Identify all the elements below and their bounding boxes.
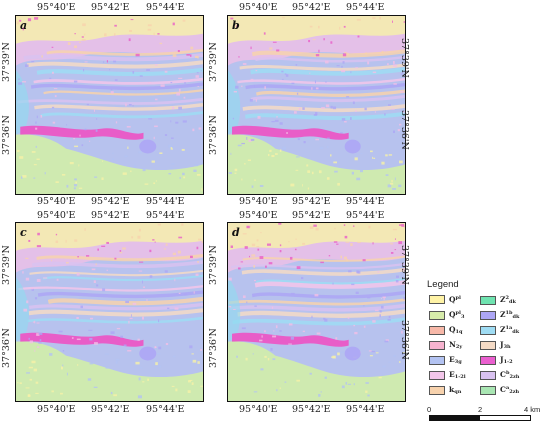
map-image: d xyxy=(227,222,406,402)
legend-label: Q1q xyxy=(449,325,463,335)
legend-label: E3g xyxy=(449,355,462,365)
lon-tick: 95°42'E xyxy=(91,196,130,207)
legend-label: Qpl3 xyxy=(449,310,465,320)
lat-tick: 37°39'N xyxy=(208,245,219,285)
geologic-map-graphic xyxy=(228,16,405,194)
lat-tick: 37°36'N xyxy=(1,328,12,368)
legend-item: J3h xyxy=(480,340,511,350)
legend-swatch xyxy=(480,295,496,305)
geologic-map-graphic xyxy=(228,223,405,401)
legend-item: Q1q xyxy=(429,325,463,335)
legend-swatch xyxy=(429,370,445,380)
lon-tick: 95°42'E xyxy=(91,2,130,13)
legend-label: Z1bdk xyxy=(500,310,520,320)
scale-bar-segment-light xyxy=(479,415,531,421)
lon-tick: 95°44'E xyxy=(146,2,185,13)
geologic-map-graphic xyxy=(16,223,203,401)
lat-tick: 37°39'N xyxy=(208,42,219,82)
scale-label-0: 0 xyxy=(427,405,432,414)
lat-tick: 37°39'N xyxy=(1,42,12,82)
lat-tick: 37°36'N xyxy=(399,110,410,150)
lat-tick: 37°39'N xyxy=(1,245,12,285)
lat-tick: 37°36'N xyxy=(399,320,410,360)
legend-label: Cb2zh xyxy=(500,370,520,380)
lon-tick: 95°40'E xyxy=(37,210,76,221)
legend-swatch xyxy=(480,385,496,395)
legend-item: E1-2l xyxy=(429,370,466,380)
lon-tick: 95°44'E xyxy=(346,2,385,13)
legend-swatch xyxy=(480,310,496,320)
legend-label: Ca2zh xyxy=(500,385,520,395)
legend-item: Qpl xyxy=(429,295,461,304)
legend-label: J1-2 xyxy=(500,355,513,365)
lat-tick: 37°39'N xyxy=(399,245,410,285)
scale-label-2: 2 xyxy=(478,405,483,414)
legend-label: N2y xyxy=(449,340,463,350)
legend-label: Z1adk xyxy=(500,325,520,335)
legend-label: Z2dk xyxy=(500,295,516,305)
lon-tick: 95°40'E xyxy=(239,2,278,13)
lat-tick: 37°36'N xyxy=(1,115,12,155)
lon-tick: 95°42'E xyxy=(292,2,331,13)
legend-swatch xyxy=(480,325,496,335)
panel-label: d xyxy=(232,226,240,239)
lat-tick: 37°36'N xyxy=(208,328,219,368)
lon-tick: 95°42'E xyxy=(91,210,130,221)
lon-tick: 95°40'E xyxy=(239,404,278,415)
legend-swatch xyxy=(480,370,496,380)
lat-tick: 37°39'N xyxy=(399,38,410,78)
panel-label: c xyxy=(20,226,27,239)
lon-tick: 95°42'E xyxy=(292,196,331,207)
map-image: c xyxy=(15,222,204,402)
legend-item: Cb2zh xyxy=(480,370,519,380)
lon-tick: 95°40'E xyxy=(37,2,76,13)
legend-item: Z1adk xyxy=(480,325,519,335)
lon-tick: 95°40'E xyxy=(37,196,76,207)
lon-tick: 95°42'E xyxy=(292,404,331,415)
legend-item: N2y xyxy=(429,340,462,350)
legend-label: kqn xyxy=(449,385,462,395)
legend-item: Qpl3 xyxy=(429,310,464,320)
lon-tick: 95°44'E xyxy=(146,210,185,221)
legend-label: E1-2l xyxy=(449,370,466,380)
legend-item: Ca2zh xyxy=(480,385,519,395)
legend-swatch xyxy=(429,340,445,350)
lon-tick: 95°40'E xyxy=(239,210,278,221)
geologic-map-graphic xyxy=(16,16,203,194)
scale-bar-segment-dark xyxy=(429,415,481,421)
legend-label: Qpl xyxy=(449,295,461,304)
lon-tick: 95°40'E xyxy=(239,196,278,207)
lon-tick: 95°44'E xyxy=(146,196,185,207)
legend-swatch xyxy=(480,355,496,365)
lon-tick: 95°42'E xyxy=(292,210,331,221)
lon-tick: 95°42'E xyxy=(91,404,130,415)
lon-tick: 95°44'E xyxy=(346,404,385,415)
lon-tick: 95°44'E xyxy=(346,210,385,221)
panel-label: b xyxy=(232,19,240,32)
legend-swatch xyxy=(429,385,445,395)
panel-label: a xyxy=(20,19,28,32)
lon-tick: 95°44'E xyxy=(146,404,185,415)
lon-tick: 95°40'E xyxy=(37,404,76,415)
legend-title: Legend xyxy=(427,279,459,290)
legend-label: J3h xyxy=(500,340,511,350)
scale-label-4km: 4 km xyxy=(524,405,541,414)
legend-swatch xyxy=(480,340,496,350)
map-image: b xyxy=(227,15,406,195)
legend-item: Z1bdk xyxy=(480,310,519,320)
legend-swatch xyxy=(429,355,445,365)
legend-item: Z2dk xyxy=(480,295,516,305)
lat-tick: 37°36'N xyxy=(208,115,219,155)
map-image: a xyxy=(15,15,204,195)
legend-item: J1-2 xyxy=(480,355,513,365)
legend-swatch xyxy=(429,295,445,304)
legend-item: kqn xyxy=(429,385,461,395)
lon-tick: 95°44'E xyxy=(346,196,385,207)
legend-item: E3g xyxy=(429,355,462,365)
legend-swatch xyxy=(429,310,445,320)
legend-swatch xyxy=(429,325,445,335)
